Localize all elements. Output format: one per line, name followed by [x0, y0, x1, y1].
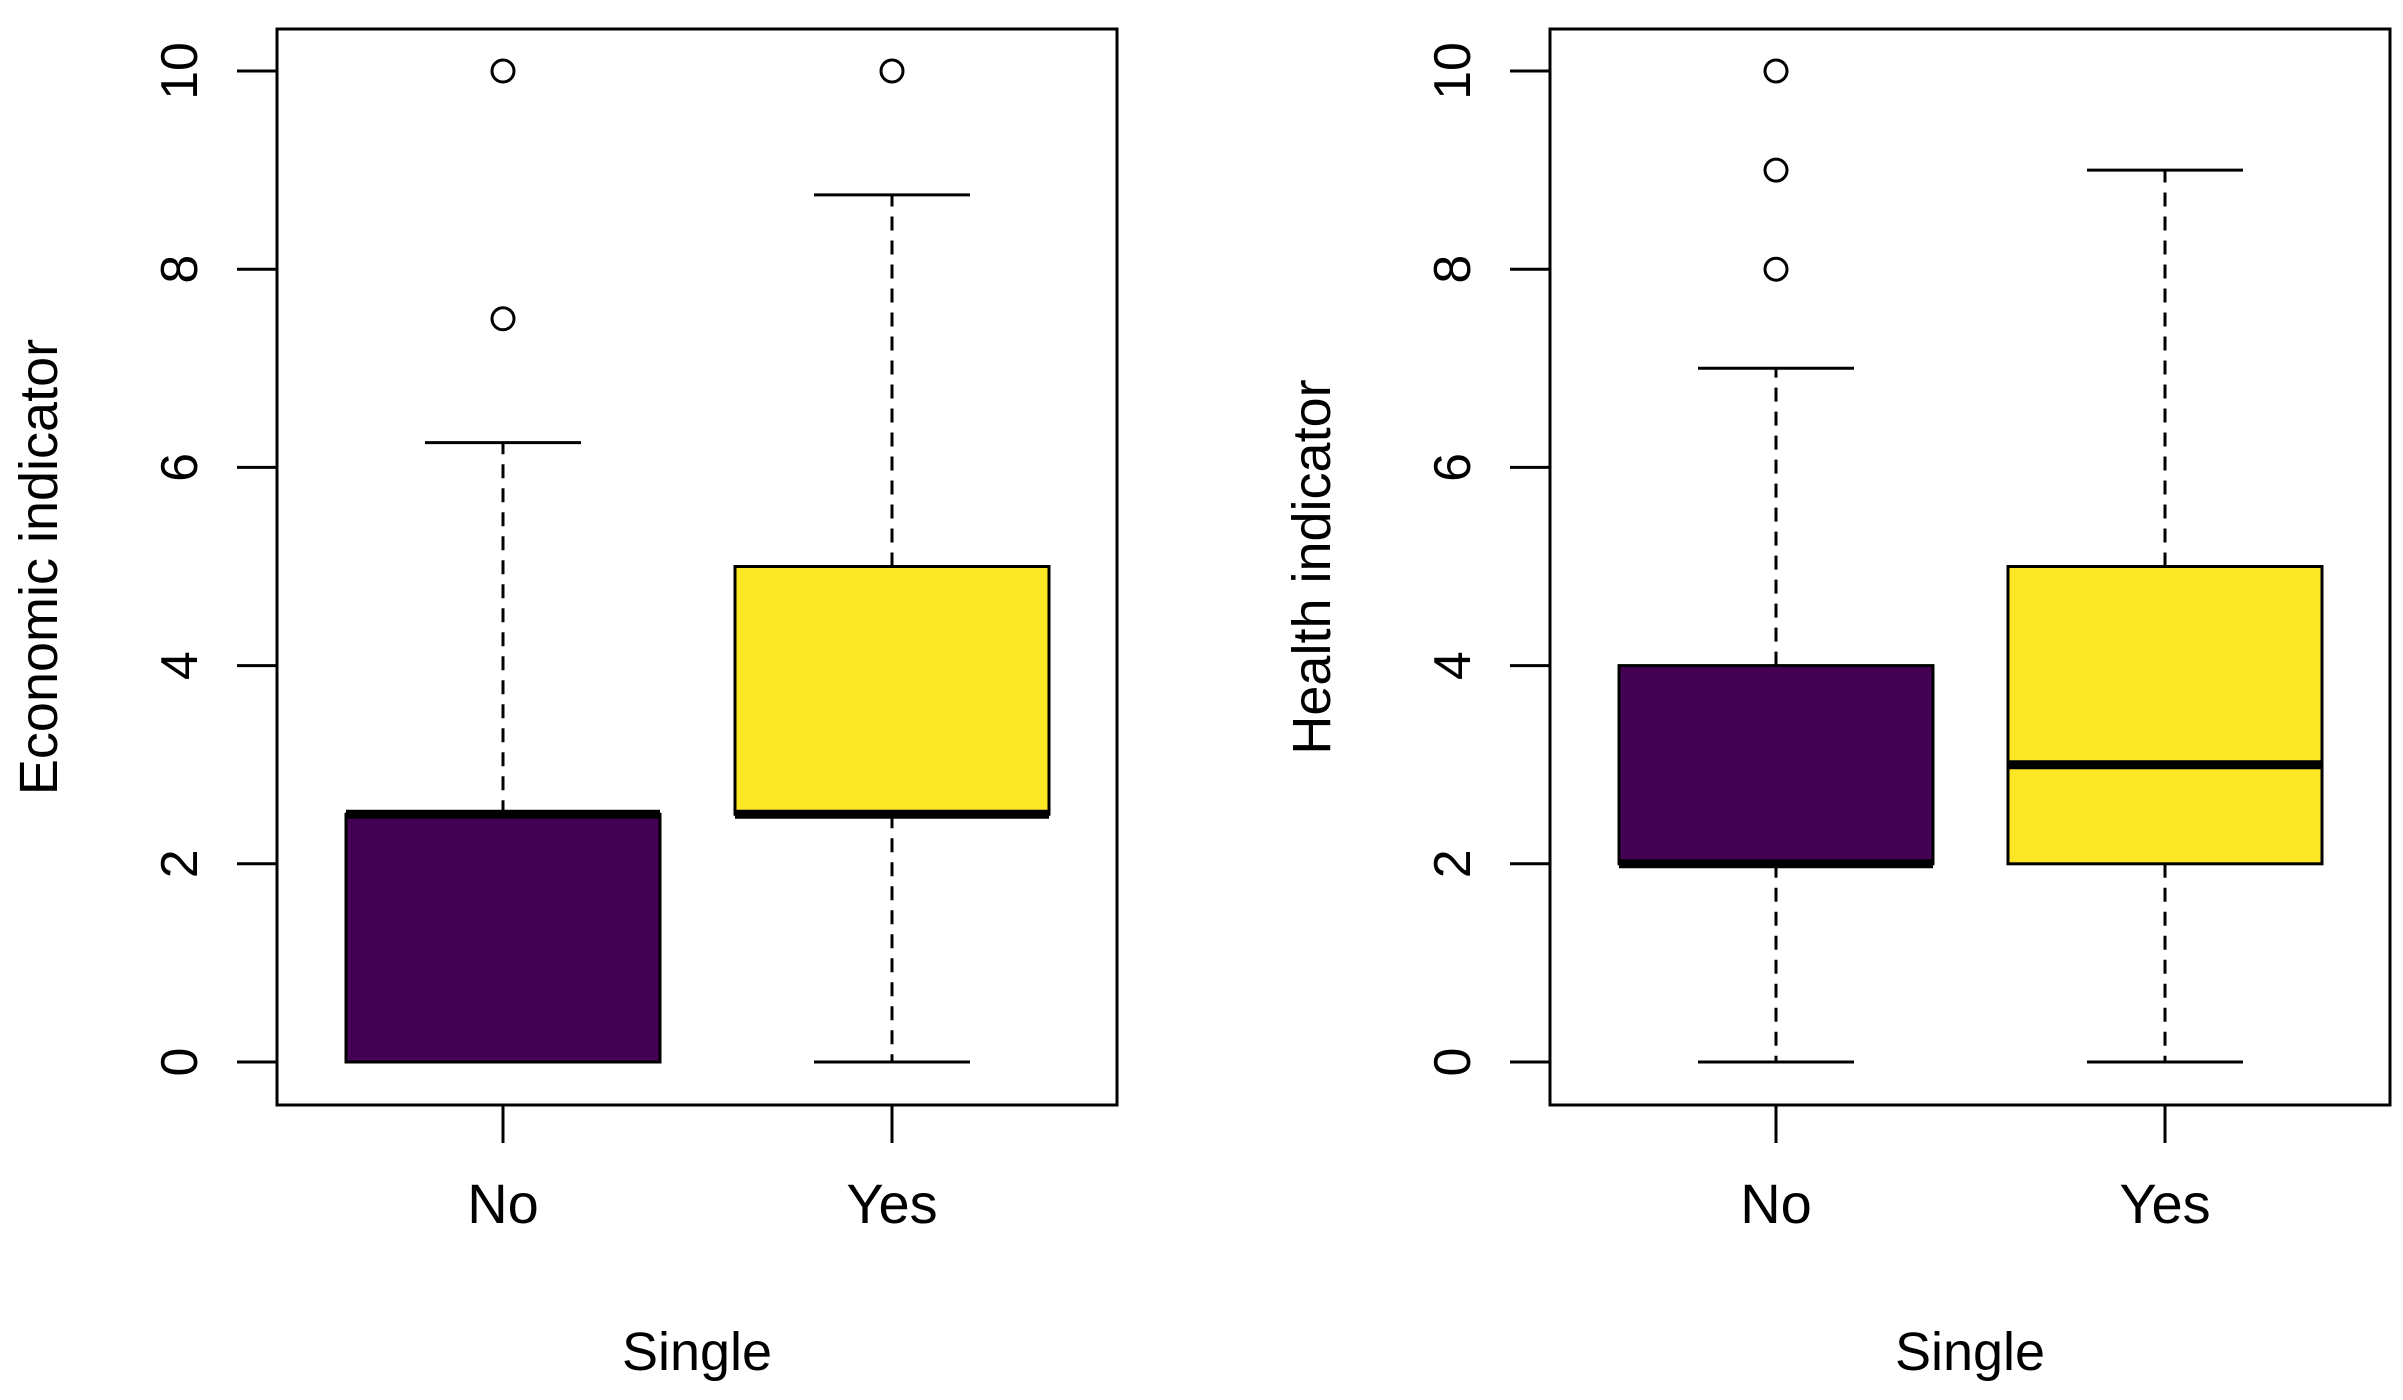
- outlier-point: [1763, 58, 1789, 84]
- y-tick-label: 4: [1424, 651, 1482, 680]
- outlier-point: [879, 58, 905, 84]
- outlier-point: [1763, 157, 1789, 183]
- y-axis: 0 2 4 6 8 10: [151, 42, 277, 1076]
- y-tick-label: 2: [151, 849, 209, 878]
- box-no: [1617, 58, 1935, 1064]
- y-tick-label: 6: [1424, 453, 1482, 482]
- box-yes: [2006, 168, 2324, 1064]
- x-tick-label: Yes: [846, 1172, 937, 1235]
- x-axis: No Yes: [467, 1105, 938, 1235]
- x-tick-label: No: [467, 1172, 539, 1235]
- economic-indicator-panel: 0 2 4 6 8 10 No Yes Single Economic indicator: [9, 27, 1119, 1382]
- box-yes: [733, 58, 1051, 1064]
- y-tick-label: 8: [151, 255, 209, 284]
- box-body: [733, 565, 1051, 816]
- box-body: [344, 812, 662, 1064]
- y-tick-label: 4: [151, 651, 209, 680]
- y-tick-label: 0: [1424, 1048, 1482, 1077]
- y-tick-label: 0: [151, 1048, 209, 1077]
- box-series: [1617, 58, 2324, 1064]
- x-axis-title: Single: [1895, 1322, 2045, 1382]
- y-axis-title: Economic indicator: [9, 339, 69, 795]
- box-body: [1617, 664, 1935, 866]
- plot-frame: [1548, 27, 2392, 1107]
- box-series: [344, 58, 1051, 1064]
- y-tick-label: 10: [151, 42, 209, 100]
- plot-frame: [275, 27, 1119, 1107]
- y-axis: 0 2 4 6 8 10: [1424, 42, 1550, 1076]
- y-tick-label: 10: [1424, 42, 1482, 100]
- outlier-point: [490, 58, 516, 84]
- outlier-point: [490, 306, 516, 332]
- x-tick-label: No: [1740, 1172, 1812, 1235]
- outlier-point: [1763, 256, 1789, 282]
- y-tick-label: 8: [1424, 255, 1482, 284]
- x-axis-title: Single: [622, 1322, 772, 1382]
- x-axis: No Yes: [1740, 1105, 2211, 1235]
- y-tick-label: 6: [151, 453, 209, 482]
- x-tick-label: Yes: [2119, 1172, 2210, 1235]
- y-axis-title: Health indicator: [1282, 379, 1342, 754]
- box-body: [2006, 565, 2324, 866]
- health-indicator-panel: 0 2 4 6 8 10 No Yes Single Health indicator: [1282, 27, 2392, 1382]
- box-no: [344, 58, 662, 1064]
- y-tick-label: 2: [1424, 849, 1482, 878]
